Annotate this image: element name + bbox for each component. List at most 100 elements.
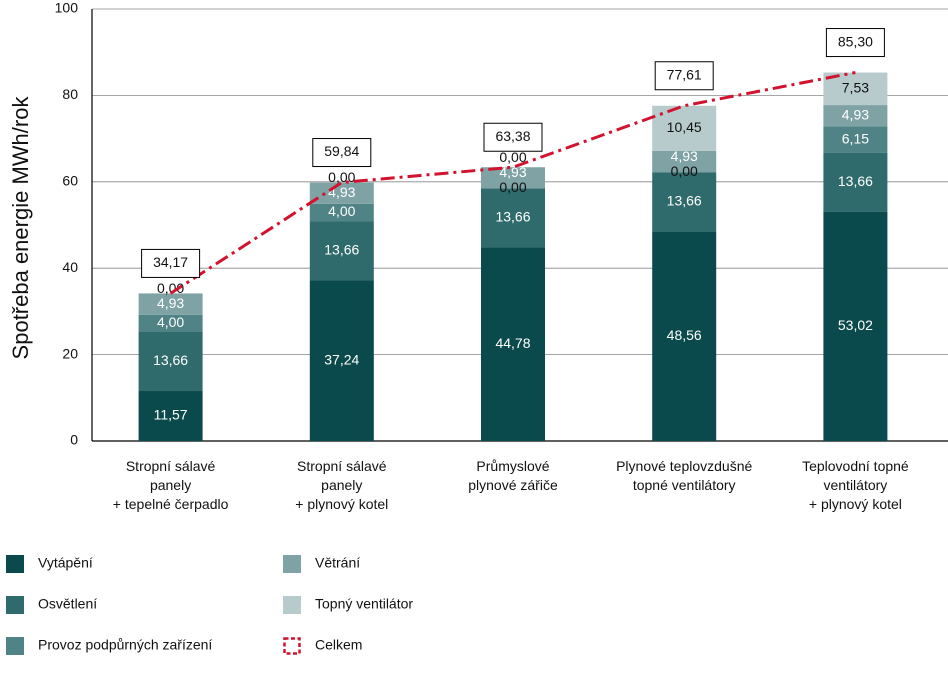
total-value-label: 85,30: [838, 33, 873, 49]
legend-label: Osvětlení: [38, 596, 97, 612]
x-category-line: Teplovodní topné: [802, 458, 909, 474]
segment-value-label: 7,53: [842, 80, 869, 96]
legend-item: Větrání: [283, 555, 360, 573]
bar-segment: [309, 221, 374, 281]
bar-segment: [138, 314, 203, 333]
legend-swatch: [283, 637, 301, 655]
y-axis-title: Spotřeba energie MWh/rok: [8, 96, 33, 360]
x-category-label: Stropní sálavé panely + tepelné čerpadlo: [113, 458, 229, 512]
x-category-line: + plynový kotel: [809, 496, 902, 512]
x-category-line: + plynový kotel: [295, 496, 388, 512]
bar-segment: [138, 293, 203, 315]
x-category-line: plynové zářiče: [468, 477, 558, 493]
segment-value-label: 4,93: [671, 148, 698, 164]
segment-value-label: 4,93: [157, 295, 184, 311]
bar-segment: [138, 391, 203, 441]
bar-segment: [481, 188, 545, 248]
x-category-line: Plynové teplovzdušné: [616, 458, 752, 474]
segment-value-label: 6,15: [842, 130, 869, 146]
y-tick-label: 80: [62, 86, 78, 102]
legend-item: Osvětlení: [6, 596, 97, 614]
bar-segment: [652, 172, 717, 232]
total-value-box: [825, 28, 885, 58]
legend-swatch: [283, 596, 301, 614]
segment-value-label: 37,24: [324, 351, 359, 367]
segment-value-label: 13,66: [324, 241, 359, 257]
x-category-line: + tepelné čerpadlo: [113, 496, 229, 512]
total-value-box: [141, 248, 201, 278]
segment-value-label: 13,66: [153, 352, 188, 368]
bar-segment: [823, 211, 888, 441]
bars: 11,5713,664,004,930,0037,2413,664,004,93…: [138, 72, 888, 441]
legend-label: Celkem: [315, 637, 362, 653]
legend-swatch: [283, 555, 301, 573]
y-tick-label: 0: [70, 432, 78, 448]
bar-segment: [823, 126, 888, 153]
x-category-line: topné ventilátory: [633, 477, 736, 493]
segment-value-label: 4,93: [499, 164, 526, 180]
x-category-line: Stropní sálavé: [297, 458, 387, 474]
segment-value-label: 4,93: [842, 106, 869, 122]
legend-item: Celkem: [283, 637, 362, 655]
segment-value-label: 0,00: [157, 280, 184, 296]
y-tick-label: 40: [62, 259, 78, 275]
bar-segment: [309, 280, 374, 441]
total-value-label: 77,61: [667, 66, 702, 82]
bar-stack: 11,57 13,66 4,00 4,930,00: [138, 280, 203, 441]
total-value-box: [312, 138, 372, 168]
x-category-label: Teplovodní topné ventilátory + plynový kot…: [802, 458, 909, 512]
legend-swatch: [6, 637, 24, 655]
segment-value-label: 4,00: [328, 203, 355, 219]
total-line: 34,17 59,84 63,38 77,61 85,30: [141, 28, 885, 295]
legend-label: Vytápění: [38, 555, 93, 571]
legend-label: Větrání: [315, 555, 360, 571]
y-tick-label: 100: [55, 0, 79, 16]
legend: Vytápění Větrání Osvětlení Topný ventilátor…: [6, 555, 413, 655]
bar-segment: [481, 247, 545, 441]
total-value-box: [483, 122, 543, 152]
segment-value-label: 13,66: [838, 173, 873, 189]
x-category-line: panely: [321, 477, 362, 493]
segment-value-label: 4,00: [157, 314, 184, 330]
segment-value-label: 11,57: [154, 407, 188, 423]
total-value-box: [654, 61, 714, 91]
legend-label: Topný ventilátor: [315, 596, 413, 612]
segment-value-label: 53,02: [838, 317, 873, 333]
bar-stack: 37,24 13,66 4,00 4,930,00: [309, 169, 374, 441]
bar-segment: [823, 105, 888, 127]
total-value-label: 34,17: [153, 254, 188, 270]
total-value-label: 63,38: [495, 128, 530, 144]
x-category-label: Stropní sálavé panely + plynový kotel: [295, 458, 388, 512]
total-line-path: [169, 71, 856, 295]
category-labels: Stropní sálavé panely + tepelné čerpadlo St…: [113, 458, 909, 512]
bar-segment: [309, 182, 374, 204]
segment-value-label: 0,00: [328, 169, 355, 185]
segment-value-label: 44,78: [495, 335, 530, 351]
segment-value-label: 4,93: [328, 184, 355, 200]
segment-value-label: 48,56: [667, 327, 702, 343]
x-category-line: panely: [150, 477, 191, 493]
bar-segment: [823, 152, 888, 212]
bar-stack: 48,56 13,66 0,004,93 10,45: [652, 105, 717, 441]
x-category-line: Průmyslové: [476, 458, 549, 474]
x-category-label: Průmyslové plynové zářiče: [468, 458, 558, 493]
legend-label: Provoz podpůrných zařízení: [38, 637, 212, 653]
legend-item: Topný ventilátor: [283, 596, 413, 614]
x-category-label: Plynové teplovzdušné topné ventilátory: [616, 458, 752, 493]
bar-segment: [481, 167, 545, 189]
bar-segment: [138, 332, 203, 392]
bar-segment: [652, 150, 717, 173]
total-value-label: 59,84: [324, 143, 359, 159]
bar-segment: [652, 231, 717, 441]
legend-item: Vytápění: [6, 555, 93, 573]
segment-value-label: 0,00: [671, 163, 698, 179]
segment-value-label: 13,66: [495, 209, 530, 225]
bar-stack: 53,02 13,66 6,15 4,93 7,53: [823, 72, 888, 441]
segment-value-label: 0,00: [499, 179, 526, 195]
y-tick-label: 20: [62, 345, 78, 361]
segment-value-label: 0,00: [499, 149, 526, 165]
bar-stack: 44,78 13,66 0,004,930,00: [481, 149, 545, 441]
segment-value-label: 13,66: [667, 192, 702, 208]
legend-item: Provoz podpůrných zařízení: [6, 637, 212, 655]
